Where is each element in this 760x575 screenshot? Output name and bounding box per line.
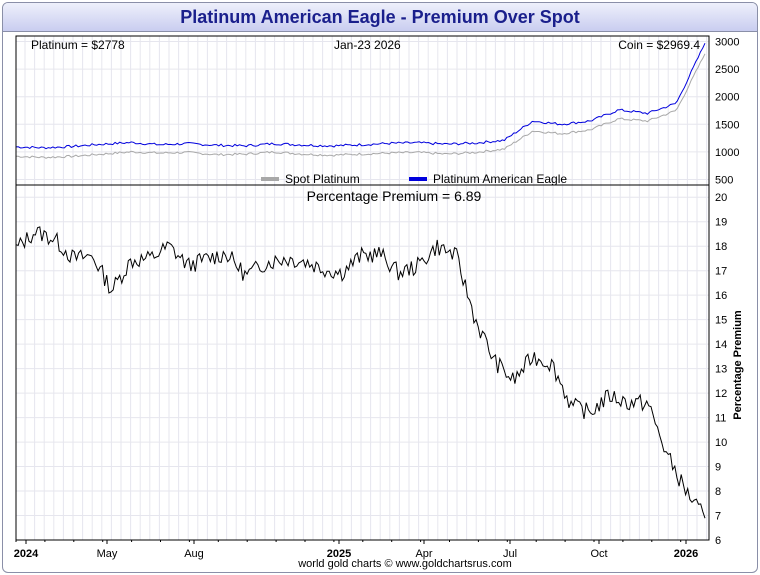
premium-tick-label: 19 bbox=[715, 217, 727, 229]
credit-text: world gold charts © www.goldchartsrus.co… bbox=[297, 558, 512, 570]
title-bar: Platinum American Eagle - Premium Over S… bbox=[3, 3, 757, 32]
chart-svg: 500 1000 1500 2000 2500 3000 6 7 8 9 10 11 12 13 14 15… bbox=[14, 35, 744, 570]
premium-tick-label: 20 bbox=[715, 192, 727, 204]
time-tick-label: Oct bbox=[590, 548, 607, 560]
time-tick-label: Aug bbox=[184, 548, 204, 560]
legend-coin-label: Platinum American Eagle bbox=[433, 172, 567, 186]
time-tick-label: 2026 bbox=[674, 548, 698, 560]
premium-tick-label: 8 bbox=[715, 486, 721, 498]
spot-platinum-line bbox=[16, 53, 706, 159]
price-tick-label: 2000 bbox=[715, 92, 739, 104]
premium-axis: 6 7 8 9 10 11 12 13 14 15 16 17 18 19 20 bbox=[715, 192, 727, 547]
price-tick-label: 3000 bbox=[715, 37, 739, 49]
price-tick-label: 1500 bbox=[715, 119, 739, 131]
premium-value-label: Percentage Premium = 6.89 bbox=[307, 188, 482, 204]
price-tick-label: 2500 bbox=[715, 64, 739, 76]
premium-tick-label: 17 bbox=[715, 266, 727, 278]
premium-tick-label: 9 bbox=[715, 462, 721, 474]
platinum-eagle-line bbox=[16, 42, 706, 150]
premium-line bbox=[16, 226, 706, 519]
premium-axis-title: Percentage Premium bbox=[732, 310, 744, 420]
premium-tick-label: 11 bbox=[715, 413, 726, 425]
chart-title: Platinum American Eagle - Premium Over S… bbox=[180, 7, 580, 27]
premium-panel-border bbox=[15, 184, 710, 541]
price-axis: 500 1000 1500 2000 2500 3000 bbox=[715, 37, 739, 187]
time-tick-label: Jul bbox=[503, 548, 517, 560]
time-axis: 2024 May Aug 2025 Apr Jul Oct 2026 bbox=[14, 540, 698, 560]
premium-tick-label: 16 bbox=[715, 290, 727, 302]
price-panel-border bbox=[15, 35, 710, 186]
premium-tick-label: 14 bbox=[715, 339, 727, 351]
date-label: Jan-23 2026 bbox=[334, 38, 401, 52]
time-tick-label: 2024 bbox=[14, 548, 39, 560]
price-tick-label: 1000 bbox=[715, 147, 739, 159]
time-tick-label: 2025 bbox=[327, 548, 351, 560]
time-tick-label: May bbox=[97, 548, 118, 560]
spot-price-label: Platinum = $2778 bbox=[31, 38, 125, 52]
premium-tick-label: 18 bbox=[715, 241, 727, 253]
premium-tick-label: 10 bbox=[715, 437, 727, 449]
premium-lines bbox=[16, 226, 706, 519]
price-tick-label: 500 bbox=[715, 174, 733, 186]
price-lines bbox=[16, 42, 706, 159]
premium-tick-label: 6 bbox=[715, 535, 721, 547]
premium-tick-label: 13 bbox=[715, 364, 727, 376]
premium-tick-label: 7 bbox=[715, 511, 721, 523]
time-tick-label: Apr bbox=[415, 548, 432, 560]
premium-tick-label: 15 bbox=[715, 315, 727, 327]
premium-tick-label: 12 bbox=[715, 388, 727, 400]
grid bbox=[16, 36, 709, 541]
legend-spot-label: Spot Platinum bbox=[285, 172, 360, 186]
coin-price-label: Coin = $2969.4 bbox=[618, 38, 700, 52]
